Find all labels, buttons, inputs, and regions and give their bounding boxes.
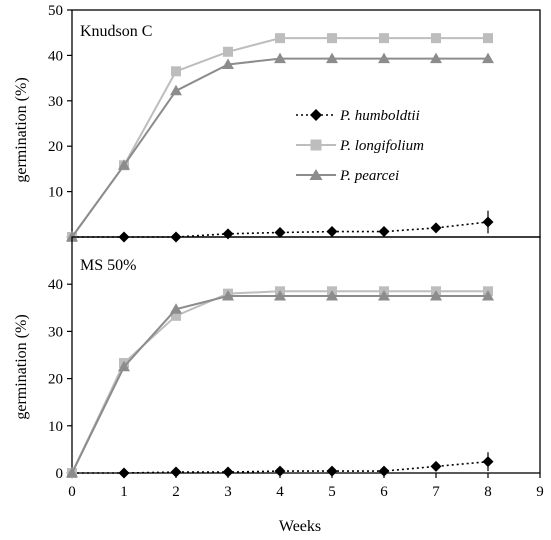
data-point-p-humboldtii-1-8 xyxy=(482,456,494,468)
data-point-p-pearcei-0-7 xyxy=(430,52,442,64)
x-tick-label-1-6: 6 xyxy=(380,484,388,500)
data-point-p-humboldtii-0-5 xyxy=(326,226,338,238)
y-tick-label-1-20: 20 xyxy=(48,372,63,388)
data-point-p-humboldtii-0-7 xyxy=(430,222,442,234)
x-tick-label-1-2: 2 xyxy=(172,484,180,500)
data-point-p-longifolium-0-6 xyxy=(379,33,389,44)
data-point-p-pearcei-0-4 xyxy=(274,52,286,64)
legend-label-humboldtii: P. humboldtii xyxy=(339,108,420,124)
x-axis-title: Weeks xyxy=(279,518,321,535)
x-tick-label-1-5: 5 xyxy=(328,484,336,500)
panel-frame-0 xyxy=(71,9,541,238)
panel-title-ms50: MS 50% xyxy=(80,257,136,274)
legend-entry-humboldtii: P. humboldtii xyxy=(296,108,420,124)
data-point-p-longifolium-0-5 xyxy=(327,33,337,44)
y-tick-label-1-40: 40 xyxy=(48,277,63,293)
data-point-p-longifolium-0-4 xyxy=(275,33,285,44)
data-point-p-humboldtii-1-5 xyxy=(326,465,338,477)
panel-title-knudson: Knudson C xyxy=(80,23,152,40)
data-point-p-humboldtii-1-2 xyxy=(170,466,182,478)
data-point-p-pearcei-0-8 xyxy=(482,52,494,64)
legend-entry-longifolium: P. longifolium xyxy=(296,138,424,154)
series-line-p-humboldtii-1 xyxy=(72,460,489,474)
series-line-p-longifolium-0 xyxy=(71,37,488,238)
data-point-p-longifolium-0-3 xyxy=(223,46,233,57)
data-point-p-pearcei-1-8 xyxy=(482,290,494,301)
data-point-p-pearcei-0-1 xyxy=(118,159,130,170)
legend-marker-humboldtii xyxy=(310,109,322,121)
data-point-p-humboldtii-1-3 xyxy=(222,466,234,478)
data-point-p-longifolium-0-7 xyxy=(431,33,441,44)
y-tick-label-0-10: 10 xyxy=(48,185,63,201)
legend-marker-pearcei xyxy=(309,169,323,180)
legend-label-longifolium: P. longifolium xyxy=(339,138,424,154)
panel-1: 0 10 20 30 40 0 1 2 3 4 5 6 7 8 9 xyxy=(48,236,544,500)
y-axis-title-bottom: germination (%) xyxy=(13,314,30,419)
chart-panels: 10 20 30 40 50 0 10 20 30 40 0 1 2 3 4 5 6 7 8 9 xyxy=(48,3,544,500)
data-point-p-pearcei-1-0 xyxy=(66,467,78,478)
panel-0: 10 20 30 40 50 xyxy=(48,3,541,243)
data-point-p-humboldtii-1-1 xyxy=(118,467,130,479)
y-tick-label-0-30: 30 xyxy=(48,94,63,110)
data-point-p-pearcei-1-5 xyxy=(326,290,338,301)
y-axis-title-top: germination (%) xyxy=(13,77,30,182)
data-point-p-longifolium-0-2 xyxy=(171,66,181,77)
x-tick-label-1-0: 0 xyxy=(68,484,76,500)
data-point-p-pearcei-0-0 xyxy=(66,231,78,242)
data-point-p-pearcei-1-7 xyxy=(430,290,442,301)
data-point-p-humboldtii-1-7 xyxy=(430,460,442,472)
x-tick-label-1-9: 9 xyxy=(536,484,544,500)
x-tick-label-1-3: 3 xyxy=(224,484,232,500)
y-tick-label-0-20: 20 xyxy=(48,139,63,155)
data-point-p-humboldtii-0-3 xyxy=(222,228,234,240)
data-point-p-pearcei-0-2 xyxy=(170,84,182,96)
data-point-p-humboldtii-1-4 xyxy=(274,465,286,477)
legend: P. humboldtii P. longifolium P. pearcei xyxy=(296,108,424,184)
data-point-p-longifolium-0-8 xyxy=(483,33,493,44)
x-tick-label-1-4: 4 xyxy=(276,484,284,500)
data-point-p-pearcei-0-6 xyxy=(378,52,390,64)
y-tick-label-0-50: 50 xyxy=(48,3,63,19)
data-point-p-pearcei-1-2 xyxy=(170,303,182,314)
y-tick-label-1-0: 0 xyxy=(56,466,64,482)
series-line-p-longifolium-1 xyxy=(71,290,488,474)
data-point-p-humboldtii-1-6 xyxy=(378,465,390,477)
y-tick-label-1-10: 10 xyxy=(48,419,63,435)
legend-marker-longifolium xyxy=(310,139,322,151)
series-line-p-humboldtii-0 xyxy=(72,221,489,238)
x-tick-label-1-1: 1 xyxy=(120,484,128,500)
data-point-p-pearcei-1-6 xyxy=(378,290,390,301)
y-tick-label-1-30: 30 xyxy=(48,324,63,340)
data-point-p-longifolium-1-2 xyxy=(171,310,181,321)
legend-entry-pearcei: P. pearcei xyxy=(296,168,399,184)
data-point-p-humboldtii-0-6 xyxy=(378,226,390,238)
panel-frame-1 xyxy=(71,236,541,474)
data-point-p-pearcei-0-5 xyxy=(326,52,338,64)
data-point-p-pearcei-1-1 xyxy=(118,360,130,372)
data-point-p-pearcei-0-3 xyxy=(222,58,234,69)
data-point-p-pearcei-1-4 xyxy=(274,290,286,301)
x-tick-label-1-7: 7 xyxy=(432,484,440,500)
x-tick-label-1-8: 8 xyxy=(484,484,492,500)
legend-label-pearcei: P. pearcei xyxy=(339,168,399,184)
data-point-p-pearcei-1-3 xyxy=(222,290,234,301)
data-point-p-humboldtii-0-8 xyxy=(482,216,494,228)
data-point-p-humboldtii-0-4 xyxy=(274,226,286,238)
series-line-p-pearcei-1 xyxy=(71,295,488,474)
y-tick-label-0-40: 40 xyxy=(48,48,63,64)
